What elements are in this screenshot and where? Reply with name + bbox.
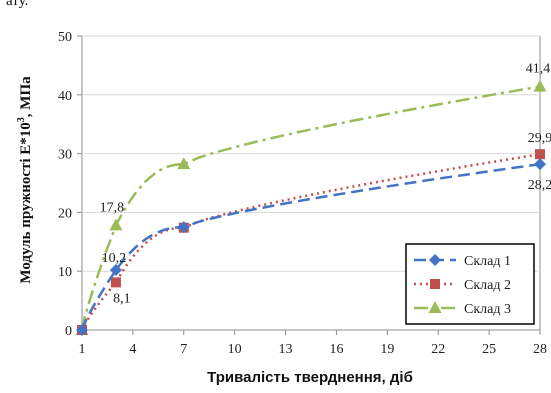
y-tick-label: 50 xyxy=(58,30,72,45)
legend-item: Склад 3 xyxy=(414,301,511,317)
data-labels: 17,8 41,4 8,1 29,9 10,2 28,2 xyxy=(100,62,551,307)
x-tick-label: 13 xyxy=(279,342,293,357)
data-point xyxy=(109,264,122,277)
legend-label: Склад 3 xyxy=(464,302,511,317)
y-tick-label: 30 xyxy=(58,148,72,163)
y-tick-label: 40 xyxy=(58,89,72,104)
x-axis-ticks: 1 4 7 10 13 16 19 22 25 28 xyxy=(79,330,547,357)
data-point xyxy=(177,221,190,234)
legend-label: Склад 1 xyxy=(464,254,511,269)
x-tick-label: 4 xyxy=(129,342,136,357)
data-label: 41,4 xyxy=(526,62,551,77)
top-text-fragment: ату. xyxy=(6,0,28,9)
x-tick-label: 16 xyxy=(329,342,343,357)
y-axis-ticks: 0 10 20 30 40 50 xyxy=(58,30,82,339)
legend-marker xyxy=(430,279,440,289)
series-1 xyxy=(76,158,546,336)
data-point xyxy=(109,218,123,231)
x-tick-label: 10 xyxy=(228,342,242,357)
legend-marker xyxy=(428,301,442,313)
legend-label: Склад 2 xyxy=(464,278,511,293)
data-label: 8,1 xyxy=(113,291,131,306)
y-axis-label-unit: , МПа xyxy=(18,76,34,117)
data-point xyxy=(534,158,546,171)
data-label: 10,2 xyxy=(102,251,127,266)
legend-item: Склад 2 xyxy=(414,278,511,293)
data-point xyxy=(535,149,545,160)
data-point xyxy=(177,157,191,170)
legend: Склад 1 Склад 2 Склад 3 xyxy=(405,243,535,325)
series-line xyxy=(80,85,541,331)
data-label: 29,9 xyxy=(528,131,551,146)
x-tick-label: 25 xyxy=(482,342,496,357)
legend-marker xyxy=(429,254,441,266)
data-label: 28,2 xyxy=(528,178,551,193)
data-point xyxy=(76,324,88,336)
data-point xyxy=(533,79,547,92)
y-tick-label: 20 xyxy=(58,206,72,221)
x-tick-label: 1 xyxy=(79,342,86,357)
y-tick-label: 10 xyxy=(58,265,72,280)
x-tick-label: 19 xyxy=(380,342,394,357)
x-axis-label: Тривалість тверднення, діб xyxy=(207,369,413,386)
data-label: 17,8 xyxy=(100,200,125,215)
legend-items: Склад 1 Склад 2 Склад 3 xyxy=(414,254,511,317)
y-axis-label-main: Модуль пружності Е*10 xyxy=(18,122,34,283)
x-tick-label: 28 xyxy=(533,342,547,357)
y-tick-label: 0 xyxy=(65,324,72,339)
legend-item: Склад 1 xyxy=(414,254,511,269)
y-axis-label-superscript: 3 xyxy=(16,117,27,122)
y-axis-label: Модуль пружності Е*103, МПа xyxy=(16,76,34,284)
series-layer xyxy=(75,79,547,336)
data-point xyxy=(110,277,121,288)
x-tick-label: 7 xyxy=(180,342,187,357)
x-tick-label: 22 xyxy=(431,342,445,357)
plot-area: 0 10 20 30 40 50 1 4 7 10 13 16 19 22 25 28 17,8 41,4 8,… xyxy=(58,30,551,357)
